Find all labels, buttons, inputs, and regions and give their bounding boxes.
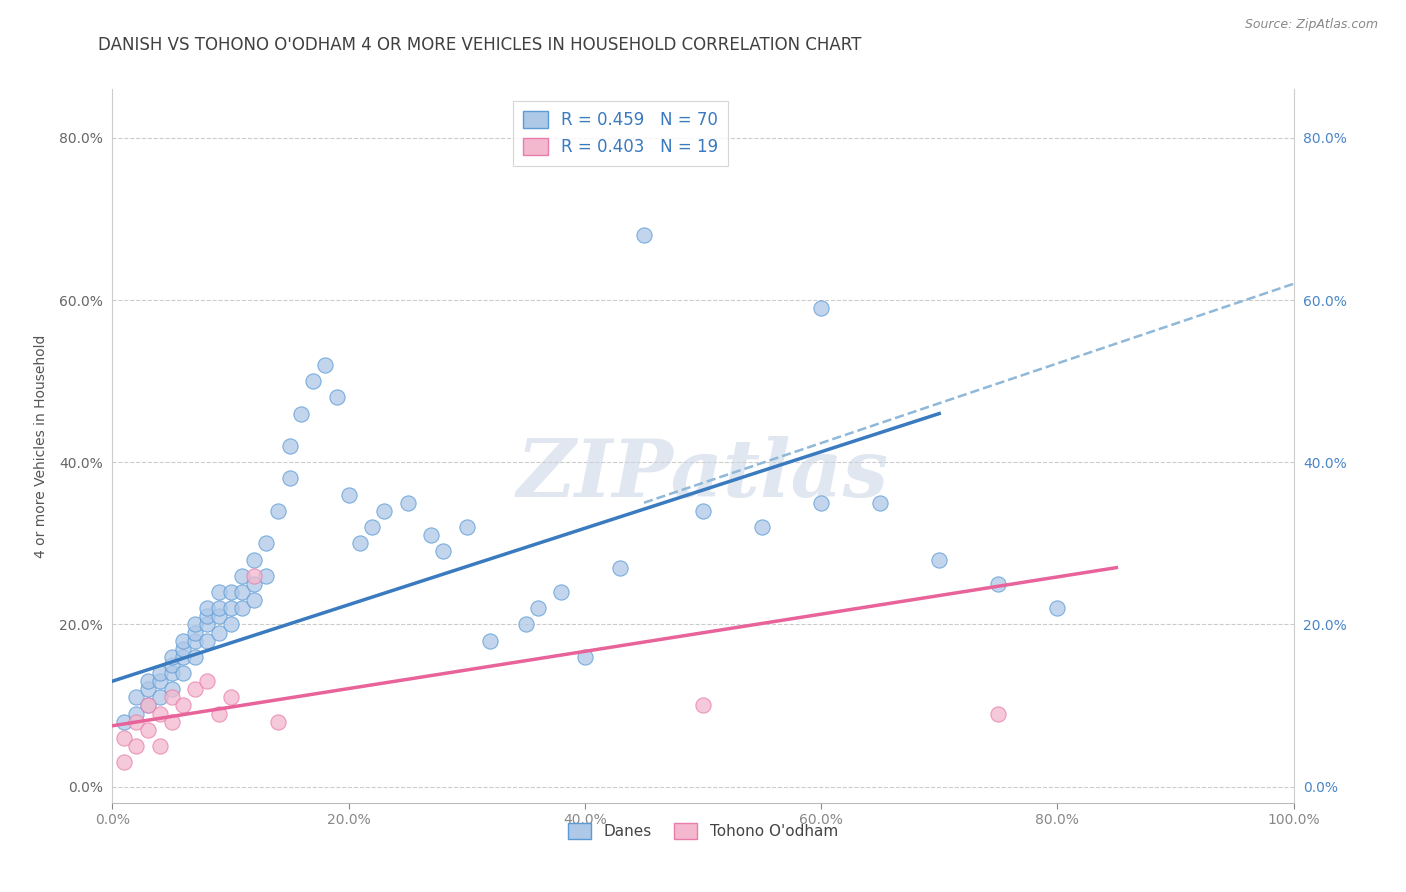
Point bbox=[337, 488, 360, 502]
Point bbox=[515, 617, 537, 632]
Point bbox=[195, 633, 218, 648]
Point bbox=[172, 633, 194, 648]
Point bbox=[184, 633, 207, 648]
Point bbox=[160, 666, 183, 681]
Point bbox=[184, 617, 207, 632]
Text: DANISH VS TOHONO O'ODHAM 4 OR MORE VEHICLES IN HOUSEHOLD CORRELATION CHART: DANISH VS TOHONO O'ODHAM 4 OR MORE VEHIC… bbox=[98, 36, 862, 54]
Point bbox=[195, 609, 218, 624]
Point bbox=[136, 682, 159, 697]
Text: Source: ZipAtlas.com: Source: ZipAtlas.com bbox=[1244, 18, 1378, 31]
Point bbox=[987, 706, 1010, 721]
Point bbox=[112, 731, 135, 745]
Point bbox=[219, 690, 242, 705]
Point bbox=[172, 641, 194, 656]
Point bbox=[254, 568, 277, 582]
Point bbox=[160, 714, 183, 729]
Point bbox=[172, 698, 194, 713]
Point bbox=[149, 666, 172, 681]
Point bbox=[219, 585, 242, 599]
Point bbox=[184, 649, 207, 664]
Text: ZIPatlas: ZIPatlas bbox=[517, 436, 889, 513]
Point bbox=[149, 739, 172, 753]
Point bbox=[574, 649, 596, 664]
Point bbox=[243, 552, 266, 566]
Point bbox=[267, 714, 290, 729]
Point bbox=[243, 568, 266, 582]
Point bbox=[302, 374, 325, 388]
Point bbox=[1046, 601, 1069, 615]
Point bbox=[278, 471, 301, 485]
Point bbox=[208, 706, 231, 721]
Point bbox=[136, 698, 159, 713]
Point bbox=[432, 544, 454, 558]
Point bbox=[149, 674, 172, 689]
Point bbox=[526, 601, 548, 615]
Point bbox=[149, 706, 172, 721]
Point bbox=[231, 601, 253, 615]
Point bbox=[243, 577, 266, 591]
Point bbox=[869, 496, 891, 510]
Point bbox=[254, 536, 277, 550]
Point bbox=[810, 496, 832, 510]
Point bbox=[208, 609, 231, 624]
Point bbox=[219, 617, 242, 632]
Point bbox=[184, 625, 207, 640]
Point bbox=[160, 682, 183, 697]
Point bbox=[349, 536, 371, 550]
Point bbox=[326, 390, 349, 404]
Point bbox=[243, 593, 266, 607]
Point bbox=[928, 552, 950, 566]
Point bbox=[231, 585, 253, 599]
Point bbox=[136, 723, 159, 737]
Point bbox=[479, 633, 502, 648]
Point bbox=[149, 690, 172, 705]
Point bbox=[125, 706, 148, 721]
Point bbox=[160, 690, 183, 705]
Point bbox=[184, 682, 207, 697]
Point bbox=[208, 625, 231, 640]
Point bbox=[160, 649, 183, 664]
Point bbox=[208, 601, 231, 615]
Point bbox=[219, 601, 242, 615]
Point bbox=[195, 601, 218, 615]
Point bbox=[609, 560, 631, 574]
Point bbox=[420, 528, 443, 542]
Point bbox=[751, 520, 773, 534]
Point bbox=[267, 504, 290, 518]
Point bbox=[456, 520, 478, 534]
Point bbox=[692, 698, 714, 713]
Y-axis label: 4 or more Vehicles in Household: 4 or more Vehicles in Household bbox=[34, 334, 48, 558]
Point bbox=[125, 714, 148, 729]
Point bbox=[112, 756, 135, 770]
Point bbox=[208, 585, 231, 599]
Point bbox=[987, 577, 1010, 591]
Point bbox=[125, 690, 148, 705]
Point bbox=[314, 358, 336, 372]
Point bbox=[172, 666, 194, 681]
Point bbox=[550, 585, 572, 599]
Point bbox=[278, 439, 301, 453]
Point bbox=[195, 674, 218, 689]
Point bbox=[112, 714, 135, 729]
Point bbox=[231, 568, 253, 582]
Point bbox=[373, 504, 395, 518]
Point bbox=[125, 739, 148, 753]
Point bbox=[633, 228, 655, 243]
Point bbox=[290, 407, 312, 421]
Legend: Danes, Tohono O'odham: Danes, Tohono O'odham bbox=[562, 817, 844, 845]
Point bbox=[692, 504, 714, 518]
Point bbox=[195, 617, 218, 632]
Point bbox=[396, 496, 419, 510]
Point bbox=[136, 698, 159, 713]
Point bbox=[361, 520, 384, 534]
Point bbox=[810, 301, 832, 315]
Point bbox=[160, 657, 183, 672]
Point bbox=[172, 649, 194, 664]
Point bbox=[136, 674, 159, 689]
